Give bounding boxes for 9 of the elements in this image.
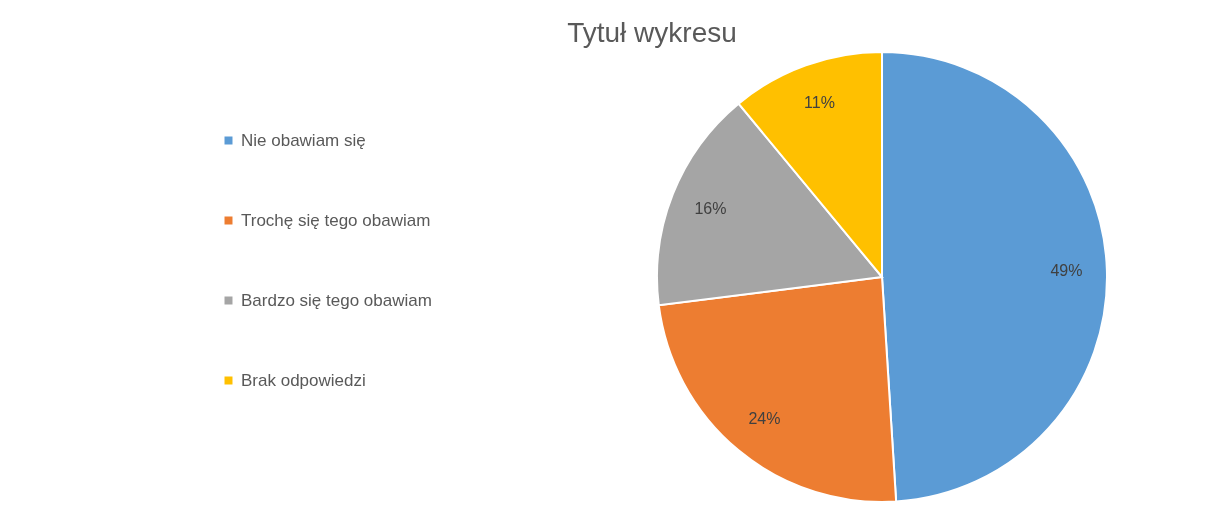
data-label: 16% <box>694 200 727 218</box>
legend-label: Bardzo się tego obawiam <box>241 290 432 310</box>
data-label: 49% <box>1050 262 1083 280</box>
data-label: 24% <box>748 410 781 428</box>
legend-label: Nie obawiam się <box>241 130 366 150</box>
data-label: 11% <box>804 94 835 112</box>
legend-label: Brak odpowiedzi <box>241 370 366 390</box>
chart-title: Tytuł wykresu <box>567 17 737 48</box>
legend-label: Trochę się tego obawiam <box>241 210 431 230</box>
